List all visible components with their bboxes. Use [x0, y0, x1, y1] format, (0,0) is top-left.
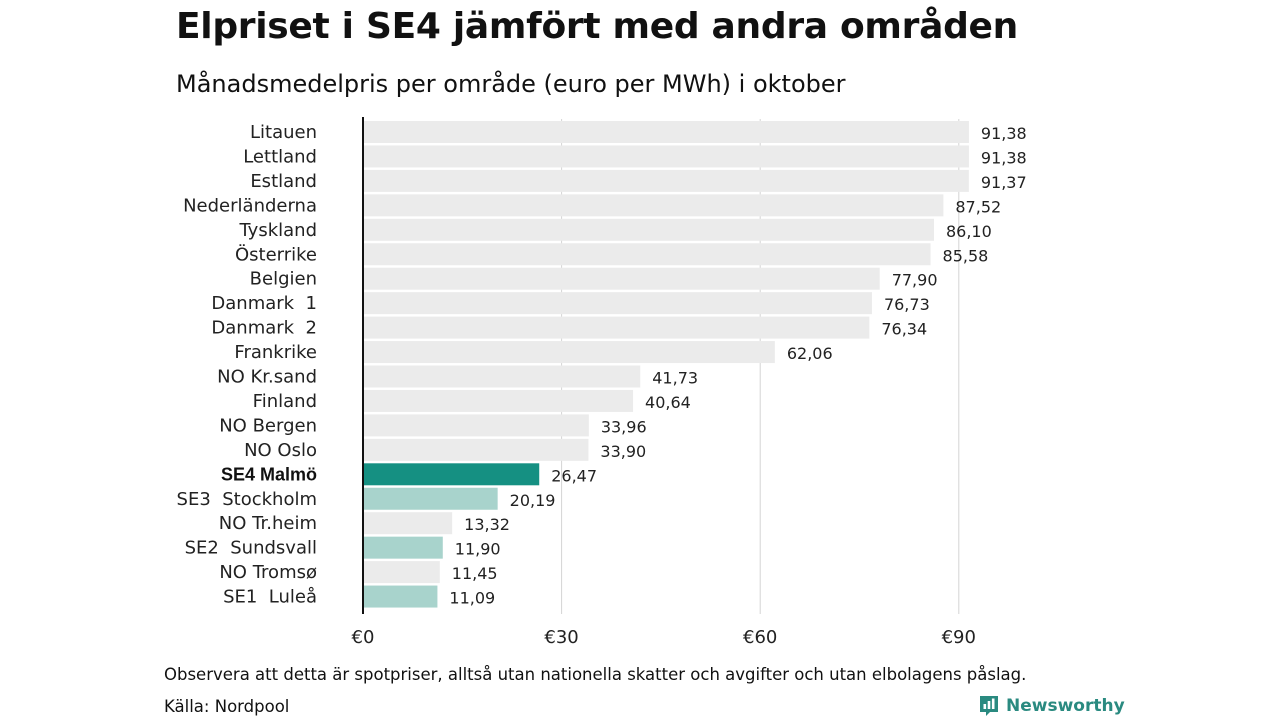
value-label: 26,47 — [551, 466, 597, 485]
category-label: NO Kr.sand — [217, 367, 317, 388]
category-label: SE4 Malmö — [221, 464, 317, 484]
category-label: Litauen — [250, 122, 317, 143]
category-label: Nederländerna — [183, 195, 317, 216]
bar — [364, 292, 872, 315]
category-label: SE3 Stockholm — [177, 489, 317, 510]
category-label: Danmark 2 — [211, 318, 317, 339]
x-tick-label: €30 — [544, 627, 578, 648]
bar — [364, 145, 969, 168]
bars — [364, 121, 969, 608]
x-tick-label: €90 — [942, 627, 976, 648]
newsworthy-logo-icon — [980, 696, 998, 716]
value-label: 33,90 — [600, 442, 646, 461]
category-label: Finland — [253, 391, 317, 412]
category-label: Belgien — [250, 269, 317, 290]
bar — [364, 487, 498, 510]
brand-logo: Newsworthy — [978, 694, 1125, 718]
bar — [364, 194, 944, 217]
bar — [364, 463, 540, 486]
bar — [364, 267, 880, 290]
value-label: 62,06 — [787, 344, 833, 363]
category-label: Österrike — [235, 243, 317, 265]
bar — [364, 121, 969, 143]
source-note: Källa: Nordpool — [164, 697, 290, 716]
bar — [364, 389, 634, 412]
category-label: SE1 Luleå — [223, 587, 317, 608]
category-label: Lettland — [243, 146, 317, 167]
category-label: Danmark 1 — [211, 293, 317, 314]
bar — [364, 365, 641, 388]
chart-title: Elpriset i SE4 jämfört med andra områden — [176, 6, 1018, 47]
value-label: 91,37 — [981, 173, 1027, 192]
bar — [364, 218, 934, 241]
category-label: NO Tromsø — [219, 562, 317, 583]
value-label: 91,38 — [981, 124, 1027, 143]
value-label: 76,73 — [884, 295, 930, 314]
value-label: 11,45 — [452, 564, 498, 583]
value-label: 40,64 — [645, 393, 691, 412]
value-label: 20,19 — [510, 491, 556, 510]
bar — [364, 414, 589, 437]
bar — [364, 169, 969, 192]
bar-chart: Litauen Lettland Estland Nederländerna Tyskl… — [177, 117, 1027, 648]
bar — [364, 561, 440, 584]
chart-subtitle: Månadsmedelpris per område (euro per MWh… — [176, 70, 846, 98]
value-label: 87,52 — [955, 197, 1001, 216]
category-label: NO Oslo — [244, 440, 317, 461]
value-label: 11,90 — [455, 540, 501, 559]
bar — [364, 585, 438, 608]
brand-name: Newsworthy — [1006, 696, 1125, 716]
x-axis-ticks: €0 €30 €60 €90 — [352, 627, 976, 648]
value-label: 77,90 — [892, 271, 938, 290]
category-labels: Litauen Lettland Estland Nederländerna Tyskl… — [177, 122, 317, 608]
category-label: Estland — [250, 171, 317, 192]
bar — [364, 438, 589, 461]
category-label: NO Tr.heim — [219, 513, 317, 534]
value-label: 33,96 — [601, 417, 647, 436]
x-tick-label: €60 — [743, 627, 777, 648]
value-label: 13,32 — [464, 515, 510, 534]
value-label: 85,58 — [943, 246, 989, 265]
bar — [364, 316, 870, 339]
value-label: 91,38 — [981, 148, 1027, 167]
value-label: 76,34 — [881, 320, 927, 339]
bar — [364, 341, 775, 364]
bar — [364, 536, 443, 559]
bar — [364, 512, 453, 535]
category-label: Tyskland — [238, 220, 317, 241]
x-tick-label: €0 — [352, 627, 375, 648]
category-label: SE2 Sundsvall — [185, 538, 317, 559]
category-label: Frankrike — [234, 342, 317, 363]
value-label: 86,10 — [946, 222, 992, 241]
footnote: Observera att detta är spotpriser, allts… — [164, 665, 1027, 684]
value-labels: 91,38 91,38 91,37 87,52 86,10 85,58 77,90 76,73… — [449, 124, 1026, 608]
bar — [364, 243, 931, 266]
value-label: 41,73 — [652, 369, 698, 388]
category-label: NO Bergen — [219, 415, 317, 436]
value-label: 11,09 — [449, 589, 495, 608]
